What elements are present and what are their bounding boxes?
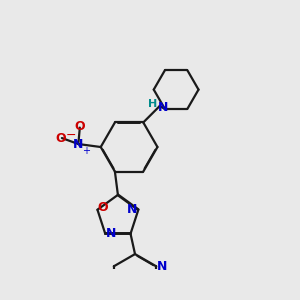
- Text: O: O: [98, 201, 108, 214]
- Text: +: +: [82, 146, 90, 157]
- Text: O: O: [55, 132, 66, 145]
- Text: −: −: [66, 129, 76, 142]
- Text: N: N: [106, 227, 116, 240]
- Text: H: H: [148, 99, 157, 109]
- Text: N: N: [158, 101, 168, 114]
- Text: N: N: [127, 203, 138, 216]
- Text: N: N: [157, 260, 167, 273]
- Text: O: O: [74, 120, 85, 133]
- Text: N: N: [73, 137, 83, 151]
